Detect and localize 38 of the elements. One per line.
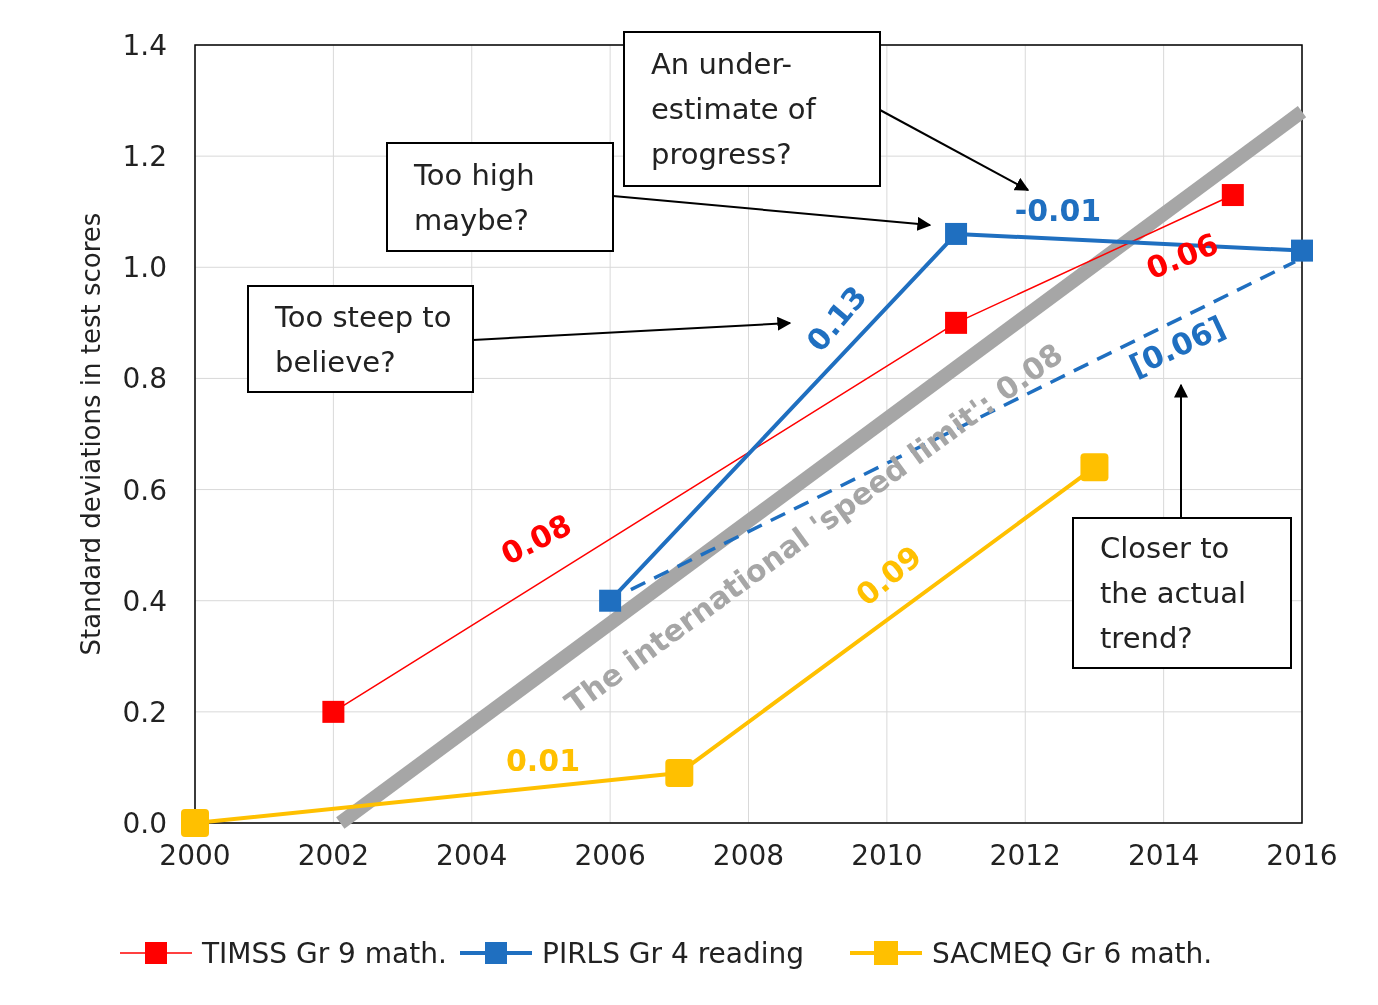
- point: [945, 222, 968, 245]
- legend-label: TIMSS Gr 9 math.: [201, 937, 447, 970]
- y-tick-label: 1.0: [122, 251, 167, 285]
- annotation: 0.08: [495, 506, 578, 572]
- legend-label: PIRLS Gr 4 reading: [542, 937, 805, 970]
- annotation: Closer to the actual trend?: [1100, 531, 1247, 655]
- point: [1291, 239, 1313, 262]
- point: [599, 589, 622, 612]
- annotation: 0.06: [1141, 226, 1224, 287]
- y-tick-label: 0.4: [122, 584, 167, 618]
- y-tick-label: 1.2: [122, 140, 167, 174]
- point: [1080, 453, 1109, 482]
- x-tick-label: 2016: [1266, 839, 1338, 872]
- x-tick-label: 2002: [297, 839, 370, 872]
- annotation: 0.01: [505, 742, 581, 778]
- x-tick-label: 2010: [851, 839, 923, 872]
- y-tick-label: 0.0: [122, 807, 167, 840]
- x-tick-label: 2014: [1127, 839, 1200, 872]
- annotation: Too high maybe?: [413, 157, 535, 237]
- point: [665, 758, 694, 787]
- point: [945, 311, 968, 334]
- y-tick-label: 0.6: [122, 473, 167, 507]
- point: [1221, 184, 1244, 207]
- y-axis-title: Standard deviations in test scores: [76, 212, 106, 656]
- x-tick-label: 2008: [712, 839, 785, 872]
- annotation: -0.01: [1014, 192, 1102, 228]
- x-tick-label: 2004: [436, 839, 508, 872]
- x-tick-label: 2012: [989, 839, 1061, 872]
- y-tick-label: 1.4: [122, 29, 167, 62]
- legend-label: SACMEQ Gr 6 math.: [932, 937, 1213, 970]
- y-tick-label: 0.8: [122, 362, 167, 396]
- annotation: Too steep to believe?: [274, 299, 452, 379]
- y-tick-label: 0.2: [122, 695, 167, 729]
- point: [181, 809, 209, 837]
- x-tick-label: 2006: [574, 839, 646, 872]
- annotation: An under-estimate of progress?: [651, 47, 817, 171]
- point: [322, 700, 345, 723]
- x-tick-label: 2000: [159, 839, 231, 872]
